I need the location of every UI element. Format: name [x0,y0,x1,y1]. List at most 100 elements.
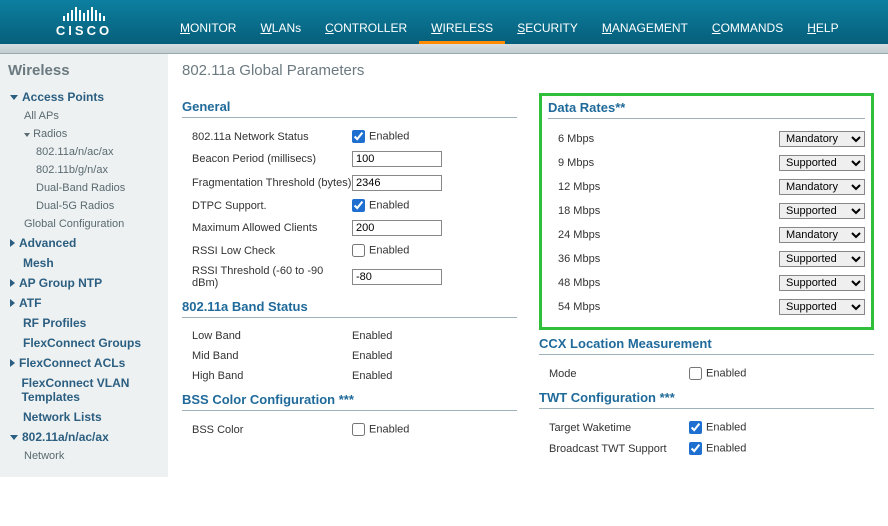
checkbox-label: Enabled [706,421,746,433]
rate-select[interactable]: MandatorySupportedDisabled [779,299,865,315]
sidebar-item[interactable]: Network Lists [6,407,162,427]
sidebar-item[interactable]: Network [6,447,162,465]
value-low-band: Enabled [352,330,392,342]
rate-select[interactable]: MandatorySupportedDisabled [779,203,865,219]
sidebar-item-label: Radios [33,128,67,140]
sidebar-item[interactable]: AP Group NTP [6,273,162,293]
nav-monitor[interactable]: MONITOR [168,15,248,44]
label-twt-broadcast: Broadcast TWT Support [539,443,689,455]
data-rate-row: 12 Mbps MandatorySupportedDisabled [548,175,865,199]
nav-security[interactable]: SECURITY [505,15,590,44]
chevron-right-icon [10,359,15,367]
chevron-right-icon [10,279,15,287]
sidebar-item-label: FlexConnect ACLs [19,356,125,370]
checkbox-label: Enabled [369,423,409,435]
input-frag[interactable] [352,175,442,191]
data-rate-row: 24 Mbps MandatorySupportedDisabled [548,223,865,247]
input-rssi-thresh[interactable] [352,269,442,285]
section-data-rates: Data Rates** [548,100,865,119]
sidebar-item[interactable]: 802.11a/n/ac/ax [6,427,162,447]
rate-label: 9 Mbps [558,157,594,169]
nav-wireless[interactable]: WIRELESS [419,15,505,44]
rate-select[interactable]: MandatorySupportedDisabled [779,179,865,195]
rate-select[interactable]: MandatorySupportedDisabled [779,131,865,147]
checkbox-ccx-mode[interactable] [689,367,702,380]
rate-label: 6 Mbps [558,133,594,145]
chevron-right-icon [10,299,15,307]
data-rate-row: 18 Mbps MandatorySupportedDisabled [548,199,865,223]
sidebar: Wireless Access PointsAll APs Radios802.… [0,54,168,477]
label-twt-target: Target Waketime [539,422,689,434]
sidebar-item[interactable]: 802.11a/n/ac/ax [6,143,162,161]
value-mid-band: Enabled [352,350,392,362]
label-frag: Fragmentation Threshold (bytes) [182,177,352,189]
sidebar-item-label: RF Profiles [23,316,86,330]
sidebar-item[interactable]: Mesh [6,253,162,273]
section-bss: BSS Color Configuration *** [182,392,517,411]
section-twt: TWT Configuration *** [539,390,874,409]
rate-label: 24 Mbps [558,229,600,241]
nav-help[interactable]: HELP [795,15,850,44]
chevron-down-icon [10,95,18,100]
label-mid-band: Mid Band [182,350,352,362]
checkbox-twt-target[interactable] [689,421,702,434]
label-low-band: Low Band [182,330,352,342]
checkbox-label: Enabled [369,130,409,142]
data-rates-highlight: Data Rates** 6 Mbps MandatorySupportedDis… [539,93,874,330]
sidebar-item[interactable]: FlexConnect Groups [6,333,162,353]
checkbox-network-status[interactable] [352,130,365,143]
section-general: General [182,99,517,118]
nav-controller[interactable]: CONTROLLER [313,15,419,44]
nav-commands[interactable]: COMMANDS [700,15,795,44]
checkbox-bss-color[interactable] [352,423,365,436]
sidebar-item[interactable]: RF Profiles [6,313,162,333]
rate-select[interactable]: MandatorySupportedDisabled [779,275,865,291]
nav-wlans[interactable]: WLANs [248,15,313,44]
brand-logo: CISCO [0,0,168,44]
sidebar-item[interactable]: FlexConnect VLAN Templates [6,373,162,407]
sidebar-item-label: All APs [24,110,59,122]
sidebar-item[interactable]: FlexConnect ACLs [6,353,162,373]
rate-select[interactable]: MandatorySupportedDisabled [779,155,865,171]
label-rssi-low: RSSI Low Check [182,245,352,257]
checkbox-label: Enabled [369,199,409,211]
sidebar-item[interactable]: ATF [6,293,162,313]
sidebar-item[interactable]: Global Configuration [6,215,162,233]
sidebar-item-label: Global Configuration [24,218,124,230]
rate-select[interactable]: MandatorySupportedDisabled [779,251,865,267]
checkbox-label: Enabled [706,367,746,379]
page-title: 802.11a Global Parameters [182,62,874,79]
label-ccx-mode: Mode [539,368,689,380]
sidebar-item[interactable]: 802.11b/g/n/ax [6,161,162,179]
checkbox-dtpc[interactable] [352,199,365,212]
sidebar-item-label: FlexConnect Groups [23,336,141,350]
input-max-clients[interactable] [352,220,442,236]
logo-bars-icon [63,7,105,21]
sidebar-item-label: ATF [19,296,41,310]
sidebar-item[interactable]: Dual-5G Radios [6,197,162,215]
checkbox-twt-broadcast[interactable] [689,442,702,455]
main-content: 802.11a Global Parameters General 802.11… [168,54,888,477]
sidebar-item-label: AP Group NTP [19,276,102,290]
checkbox-rssi-low[interactable] [352,244,365,257]
label-beacon: Beacon Period (millisecs) [182,153,352,165]
sidebar-item[interactable]: All APs [6,107,162,125]
data-rate-row: 6 Mbps MandatorySupportedDisabled [548,127,865,151]
input-beacon[interactable] [352,151,442,167]
rate-label: 18 Mbps [558,205,600,217]
left-column: General 802.11a Network Status Enabled B… [182,93,517,459]
sidebar-item-label: Dual-Band Radios [36,182,125,194]
nav-management[interactable]: MANAGEMENT [590,15,700,44]
sidebar-item[interactable]: Advanced [6,233,162,253]
brand-name: CISCO [56,23,112,38]
rate-label: 48 Mbps [558,277,600,289]
sidebar-item[interactable]: Dual-Band Radios [6,179,162,197]
rate-label: 12 Mbps [558,181,600,193]
right-column: Data Rates** 6 Mbps MandatorySupportedDis… [539,93,874,459]
sidebar-item[interactable]: Access Points [6,87,162,107]
rate-select[interactable]: MandatorySupportedDisabled [779,227,865,243]
top-banner: CISCO MONITORWLANsCONTROLLERWIRELESSSECU… [0,0,888,44]
sidebar-item-label: FlexConnect VLAN Templates [21,376,162,404]
rate-label: 36 Mbps [558,253,600,265]
sidebar-item[interactable]: Radios [6,125,162,143]
